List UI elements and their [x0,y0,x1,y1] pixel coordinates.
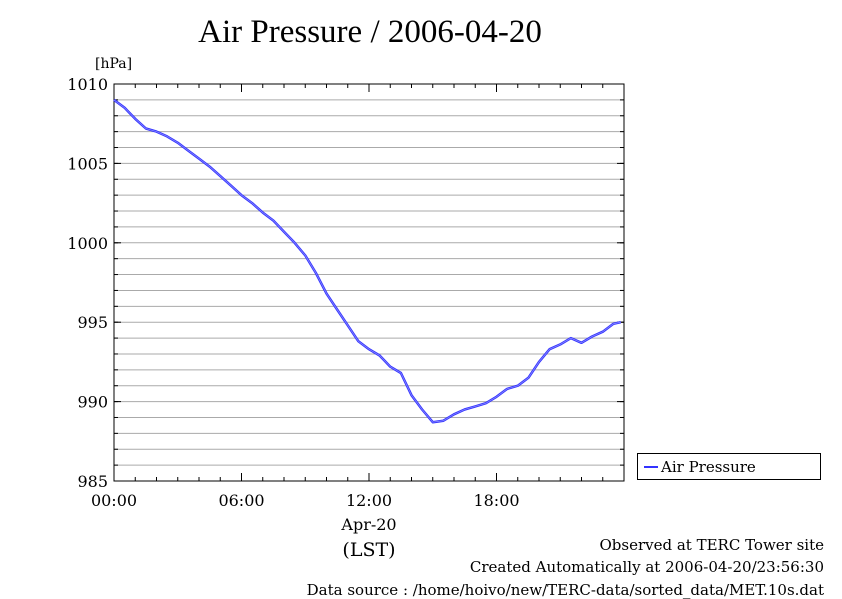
y-tick-label: 1005 [67,154,108,173]
y-tick-label: 990 [77,393,108,412]
x-tick-label: 06:00 [218,491,264,510]
plot-frame [113,83,625,482]
y-tick-label: 995 [77,313,108,332]
grid-lines [114,99,624,466]
y-axis-label: [hPa] [95,56,132,72]
footer-created-text: Created Automatically at 2006-04-20/23:5… [469,558,824,576]
chart-title: Air Pressure / 2006-04-20 [198,14,542,50]
y-tick-label: 1010 [67,75,108,94]
legend-label: Air Pressure [661,458,756,476]
legend: Air Pressure [637,453,821,480]
footer-source-text: Data source : /home/hoivo/new/TERC-data/… [306,581,824,599]
y-tick-label: 985 [77,472,108,491]
x-tick-label: 00:00 [91,491,137,510]
x-axis-label-date: Apr-20 [340,515,396,534]
series-line-air-pressure-detail [113,99,621,423]
x-axis-label-timezone: (LST) [342,539,395,561]
footer-observed-text: Observed at TERC Tower site [599,536,824,554]
x-tick-label: 12:00 [346,491,392,510]
y-tick-label: 1000 [67,234,108,253]
legend-swatch [644,466,658,468]
x-tick-label: 18:00 [473,491,519,510]
series-line-air-pressure [113,98,622,424]
